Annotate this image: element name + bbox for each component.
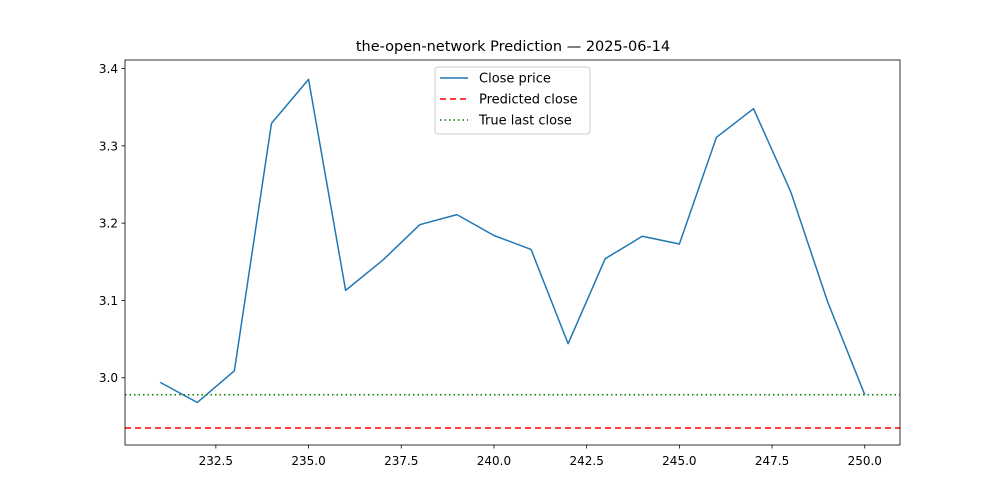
axes-frame bbox=[124, 59, 901, 446]
legend-entry-predicted-close: Predicted close bbox=[440, 93, 578, 108]
legend: Close price Predicted close True last clos… bbox=[434, 66, 591, 135]
legend-box bbox=[434, 66, 591, 135]
x-tick-label: 235.0 bbox=[291, 454, 325, 468]
y-tick-label: 3.3 bbox=[99, 139, 118, 153]
legend-entry-true-last-close: True last close bbox=[440, 114, 572, 129]
axes-layer: 232.5 235.0 237.5 240.0 242.5 245.0 247.5 250.0… bbox=[99, 59, 901, 468]
legend-label: True last close bbox=[478, 114, 572, 129]
legend-label: Close price bbox=[479, 72, 551, 87]
y-tick-label: 3.4 bbox=[99, 62, 118, 76]
x-tick-label: 250.0 bbox=[848, 454, 882, 468]
chart-title: the-open-network Prediction — 2025-06-14 bbox=[356, 39, 670, 55]
plot-layer bbox=[125, 78, 900, 429]
x-tick-label: 247.5 bbox=[755, 454, 789, 468]
x-tick-label: 242.5 bbox=[569, 454, 603, 468]
y-tick-label: 3.1 bbox=[99, 294, 118, 308]
y-tick-label: 3.2 bbox=[99, 217, 118, 231]
legend-entry-close-price: Close price bbox=[440, 72, 551, 87]
y-tick-label: 3.0 bbox=[99, 371, 118, 385]
x-tick-label: 240.0 bbox=[477, 454, 511, 468]
legend-label: Predicted close bbox=[479, 93, 578, 108]
series-line-close-price bbox=[159, 78, 866, 404]
x-tick-label: 237.5 bbox=[384, 454, 418, 468]
plot-data bbox=[125, 78, 900, 429]
x-tick-label: 245.0 bbox=[662, 454, 696, 468]
x-tick-label: 232.5 bbox=[199, 454, 233, 468]
